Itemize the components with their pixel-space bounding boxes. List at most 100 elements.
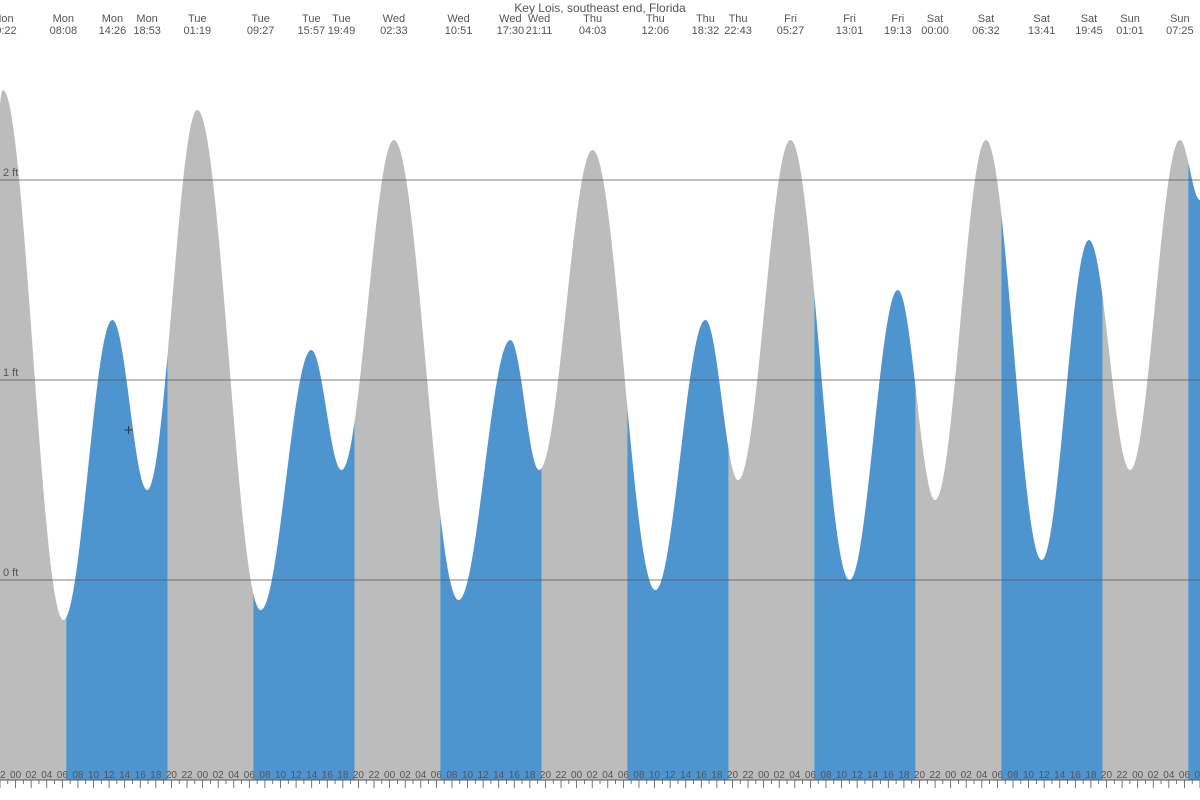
x-hour-label: 12 [104, 770, 116, 781]
x-hour-label: 18 [1085, 770, 1097, 781]
y-axis-label: 0 ft [3, 567, 18, 579]
x-hour-label: 20 [1101, 770, 1113, 781]
x-hour-label: 20 [914, 770, 926, 781]
top-time-label: 07:25 [1166, 25, 1194, 37]
top-day-label: Sat [978, 13, 995, 25]
top-time-label: 22:43 [724, 25, 752, 37]
y-axis-label: 1 ft [3, 367, 18, 379]
x-hour-label: 22 [930, 770, 942, 781]
x-hour-label: 04 [228, 770, 240, 781]
top-time-label: 01:01 [1116, 25, 1144, 37]
x-hour-label: 04 [41, 770, 53, 781]
x-hour-label: 00 [1132, 770, 1144, 781]
top-time-label: 05:27 [777, 25, 805, 37]
x-hour-label: 10 [275, 770, 287, 781]
x-hour-label: 14 [1054, 770, 1066, 781]
x-hour-label: 20 [727, 770, 739, 781]
top-day-label: Fri [784, 13, 797, 25]
x-hour-label: 08 [72, 770, 84, 781]
x-hour-label: 00 [197, 770, 209, 781]
x-hour-label: 02 [587, 770, 599, 781]
x-hour-label: 10 [88, 770, 100, 781]
top-day-label: Mon [53, 13, 74, 25]
top-day-label: Thu [583, 13, 602, 25]
tide-chart: 0 ft1 ft2 ft2200020406081012141618202200… [0, 0, 1200, 800]
top-time-label: 04:03 [579, 25, 607, 37]
x-hour-label: 14 [306, 770, 318, 781]
x-hour-label: 12 [665, 770, 677, 781]
x-hour-label: 02 [400, 770, 412, 781]
x-hour-label: 20 [540, 770, 552, 781]
x-hour-label: 08 [633, 770, 645, 781]
top-time-label: 02:33 [380, 25, 408, 37]
top-time-label: 19:45 [1075, 25, 1103, 37]
x-hour-label: 08 [446, 770, 458, 781]
x-hour-label: 22 [368, 770, 380, 781]
x-hour-label: 20 [166, 770, 178, 781]
chart-svg: 0 ft1 ft2 ft2200020406081012141618202200… [0, 0, 1200, 800]
y-axis-label: 2 ft [3, 167, 18, 179]
top-time-label: 15:57 [298, 25, 326, 37]
top-day-label: Thu [729, 13, 748, 25]
x-hour-label: 10 [836, 770, 848, 781]
x-hour-label: 02 [1148, 770, 1160, 781]
x-hour-label: 16 [696, 770, 708, 781]
x-hour-label: 08 [1007, 770, 1019, 781]
top-time-label: 13:41 [1028, 25, 1056, 37]
x-hour-label: 10 [649, 770, 661, 781]
x-hour-label: 04 [1163, 770, 1175, 781]
top-day-label: Wed [447, 13, 469, 25]
top-day-label: Fri [891, 13, 904, 25]
x-hour-label: 12 [1039, 770, 1051, 781]
x-hour-label: 08 [259, 770, 271, 781]
x-hour-label: 16 [883, 770, 895, 781]
x-hour-label: 04 [789, 770, 801, 781]
x-hour-label: 08 [820, 770, 832, 781]
top-day-label: Sat [1081, 13, 1098, 25]
x-hour-label: 00 [10, 770, 22, 781]
x-hour-label: 06 [1179, 770, 1191, 781]
top-day-label: Sat [1033, 13, 1050, 25]
top-time-label: 01:19 [184, 25, 212, 37]
top-time-label: 09:27 [247, 25, 275, 37]
x-hour-label: 02 [26, 770, 38, 781]
top-day-label: Tue [188, 13, 207, 25]
top-time-label: 10:51 [445, 25, 473, 37]
x-hour-label: 14 [680, 770, 692, 781]
x-hour-label: 18 [711, 770, 723, 781]
x-hour-label: 16 [322, 770, 334, 781]
x-hour-label: 00 [945, 770, 957, 781]
x-hour-label: 20 [353, 770, 365, 781]
top-time-label: 14:26 [99, 25, 127, 37]
x-hour-label: 06 [244, 770, 256, 781]
top-day-label: Thu [646, 13, 665, 25]
x-hour-label: 16 [1070, 770, 1082, 781]
top-time-label: 08:08 [50, 25, 78, 37]
x-hour-label: 22 [742, 770, 754, 781]
x-hour-label: 02 [213, 770, 225, 781]
top-day-label: Fri [843, 13, 856, 25]
x-hour-label: 02 [774, 770, 786, 781]
x-hour-label: 00 [384, 770, 396, 781]
top-time-label: 12:06 [642, 25, 670, 37]
x-hour-label: 18 [337, 770, 349, 781]
x-hour-label: 10 [462, 770, 474, 781]
x-hour-label: 22 [1117, 770, 1129, 781]
top-day-label: Sun [1120, 13, 1140, 25]
x-hour-label: 08 [1194, 770, 1200, 781]
top-day-label: Thu [696, 13, 715, 25]
tide-area [0, 40, 1200, 780]
x-hour-label: 12 [291, 770, 303, 781]
x-hour-label: 04 [602, 770, 614, 781]
x-hour-label: 14 [867, 770, 879, 781]
x-hour-label: 00 [758, 770, 770, 781]
x-hour-label: 12 [852, 770, 864, 781]
top-time-label: 17:30 [497, 25, 525, 37]
x-hour-label: 06 [805, 770, 817, 781]
x-hour-label: 06 [431, 770, 443, 781]
top-day-label: Sun [1170, 13, 1190, 25]
x-hour-label: 16 [135, 770, 147, 781]
x-hour-label: 14 [119, 770, 131, 781]
x-hour-label: 18 [524, 770, 536, 781]
x-hour-label: 00 [571, 770, 583, 781]
